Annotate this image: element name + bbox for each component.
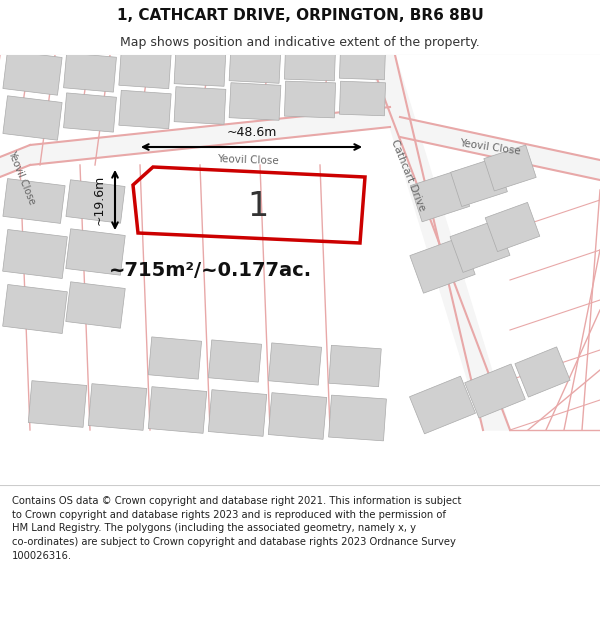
Polygon shape (340, 45, 386, 80)
Polygon shape (119, 90, 171, 129)
Polygon shape (515, 347, 570, 397)
Polygon shape (3, 96, 62, 140)
Polygon shape (30, 107, 390, 165)
Text: Cathcart Drive: Cathcart Drive (389, 138, 427, 212)
Polygon shape (450, 219, 510, 272)
Text: Yeovil Close: Yeovil Close (459, 138, 521, 156)
Text: Map shows position and indicative extent of the property.: Map shows position and indicative extent… (120, 36, 480, 49)
Polygon shape (268, 343, 322, 385)
Polygon shape (148, 337, 202, 379)
Polygon shape (66, 180, 125, 223)
Polygon shape (400, 117, 600, 180)
Polygon shape (0, 145, 30, 177)
Polygon shape (3, 179, 65, 223)
Text: Contains OS data © Crown copyright and database right 2021. This information is : Contains OS data © Crown copyright and d… (12, 496, 461, 561)
Polygon shape (28, 381, 87, 428)
Polygon shape (174, 87, 226, 124)
Polygon shape (2, 284, 67, 334)
Polygon shape (88, 384, 147, 431)
Polygon shape (268, 392, 327, 439)
Polygon shape (340, 81, 386, 116)
Polygon shape (174, 49, 226, 86)
Text: ~19.6m: ~19.6m (92, 175, 106, 225)
Polygon shape (229, 46, 281, 83)
Polygon shape (66, 229, 125, 275)
Polygon shape (2, 229, 67, 279)
Polygon shape (410, 376, 475, 434)
Polygon shape (229, 82, 281, 120)
Text: ~48.6m: ~48.6m (226, 126, 277, 139)
Polygon shape (119, 50, 171, 89)
Polygon shape (410, 170, 470, 222)
Text: ~715m²/~0.177ac.: ~715m²/~0.177ac. (109, 261, 311, 279)
Polygon shape (64, 53, 116, 92)
Text: 1, CATHCART DRIVE, ORPINGTON, BR6 8BU: 1, CATHCART DRIVE, ORPINGTON, BR6 8BU (116, 8, 484, 23)
Polygon shape (410, 237, 475, 293)
Polygon shape (451, 158, 508, 206)
Text: 1: 1 (247, 191, 269, 224)
Polygon shape (3, 51, 62, 95)
Polygon shape (66, 282, 125, 328)
Polygon shape (484, 145, 536, 191)
Polygon shape (368, 55, 510, 430)
Polygon shape (148, 387, 207, 433)
Polygon shape (329, 395, 386, 441)
Polygon shape (284, 81, 335, 118)
Text: Yeovil Close: Yeovil Close (217, 154, 279, 166)
Polygon shape (284, 44, 335, 81)
Polygon shape (329, 345, 381, 387)
Polygon shape (208, 340, 262, 382)
Polygon shape (465, 364, 525, 418)
Text: Yeovil Close: Yeovil Close (7, 149, 37, 206)
Polygon shape (208, 389, 267, 436)
Polygon shape (485, 202, 540, 252)
Polygon shape (64, 93, 116, 132)
